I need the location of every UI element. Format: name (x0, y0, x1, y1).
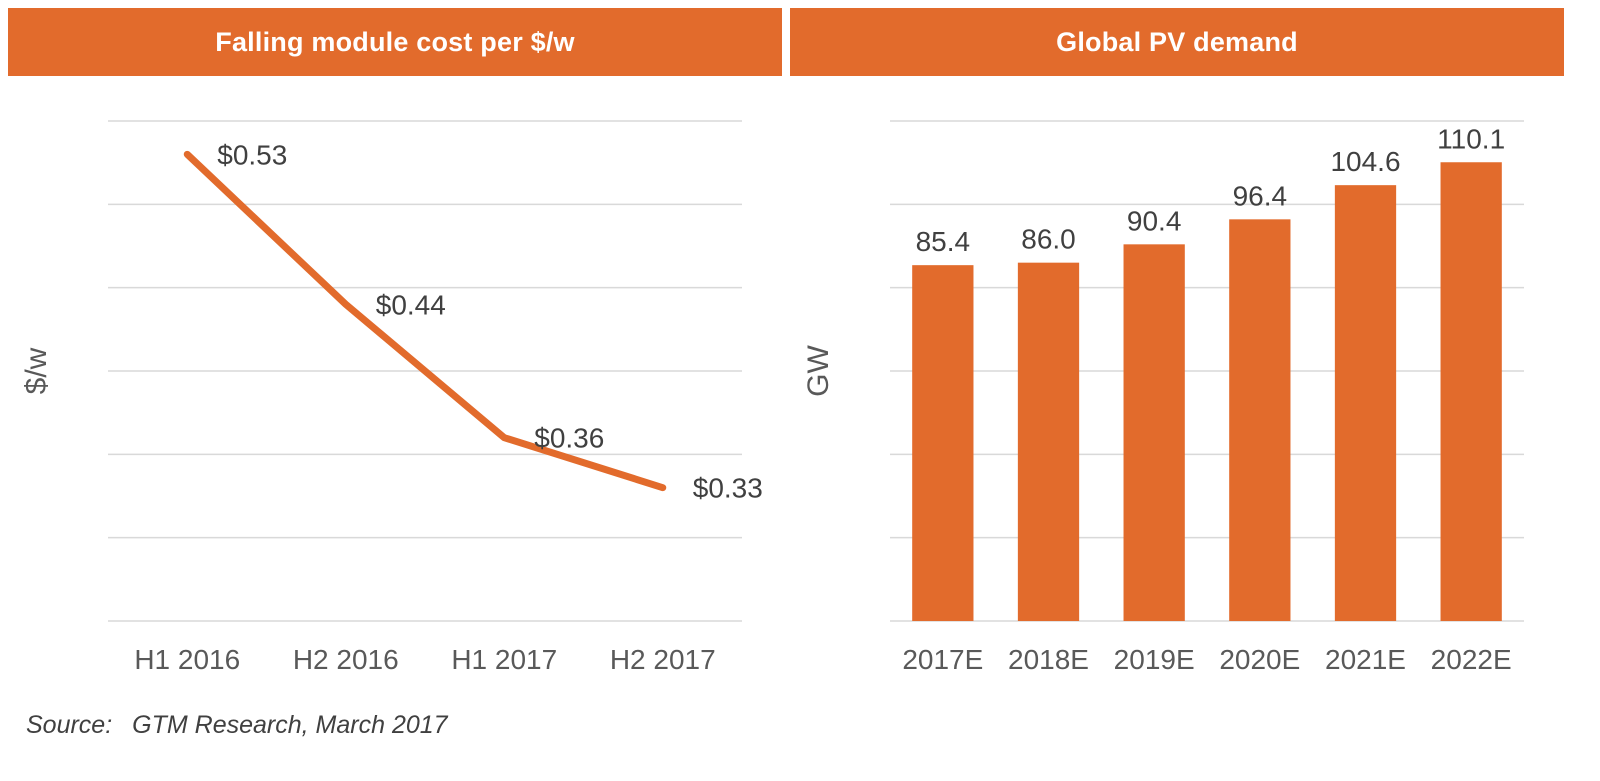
bar-2020E (1229, 219, 1291, 622)
chart-header-pv-demand: Global PV demand (790, 8, 1564, 76)
panel-pv-demand: Global PV demand 2017E 2018E 2019E 2020E 202… (790, 8, 1564, 701)
source-line: Source: GTM Research, March 2017 (8, 711, 1564, 740)
charts-row: Falling module cost per $/w H1 2016 H2 20… (8, 8, 1564, 701)
x-tick-label: H2 2017 (610, 644, 716, 675)
data-label: 104.6 (1330, 146, 1400, 177)
trend-line (183, 150, 667, 492)
bar-2018E (1017, 262, 1080, 621)
x-tick-label: 2020E (1219, 644, 1300, 675)
data-label: 110.1 (1437, 123, 1505, 154)
data-label: $0.53 (217, 139, 287, 170)
data-label: 96.4 (1233, 180, 1288, 211)
line-chart-module-cost: H1 2016 H2 2016 H1 2017 H2 2017 $0.53 $0.44 $0… (20, 120, 763, 675)
x-tick-label: H1 2017 (451, 644, 557, 675)
data-label: 85.4 (916, 226, 971, 257)
data-label: 90.4 (1127, 205, 1182, 236)
chart-header-module-cost: Falling module cost per $/w (8, 8, 782, 76)
data-label: $0.36 (534, 423, 604, 454)
source-prefix: Source: (26, 711, 113, 739)
x-tick-label: 2019E (1114, 644, 1195, 675)
data-label: 86.0 (1021, 224, 1076, 255)
chart-title-module-cost: Falling module cost per $/w (215, 26, 575, 57)
x-tick-label: H1 2016 (134, 644, 240, 675)
chart-title-pv-demand: Global PV demand (1056, 26, 1298, 57)
data-label: $0.44 (376, 289, 446, 320)
bar-chart-pv-demand: 2017E 2018E 2019E 2020E 2021E 2022E 85.4 86.0 90… (802, 120, 1524, 675)
source-text: GTM Research, March 2017 (132, 711, 448, 739)
x-tick-label: 2022E (1431, 644, 1512, 675)
data-label: $0.33 (693, 473, 763, 504)
bar-2022E (1440, 162, 1502, 621)
bar-2019E (1123, 244, 1185, 622)
y-axis-title: $/w (20, 347, 53, 394)
x-tick-label: 2018E (1008, 644, 1089, 675)
bar-2021E (1334, 185, 1397, 621)
x-tick-label: 2017E (902, 644, 983, 675)
y-axis-title: GW (802, 344, 835, 396)
x-tick-label: H2 2016 (293, 644, 399, 675)
panel-module-cost: Falling module cost per $/w H1 2016 H2 20… (8, 8, 782, 701)
bar-2017E (912, 265, 974, 621)
x-tick-label: 2021E (1325, 644, 1406, 675)
